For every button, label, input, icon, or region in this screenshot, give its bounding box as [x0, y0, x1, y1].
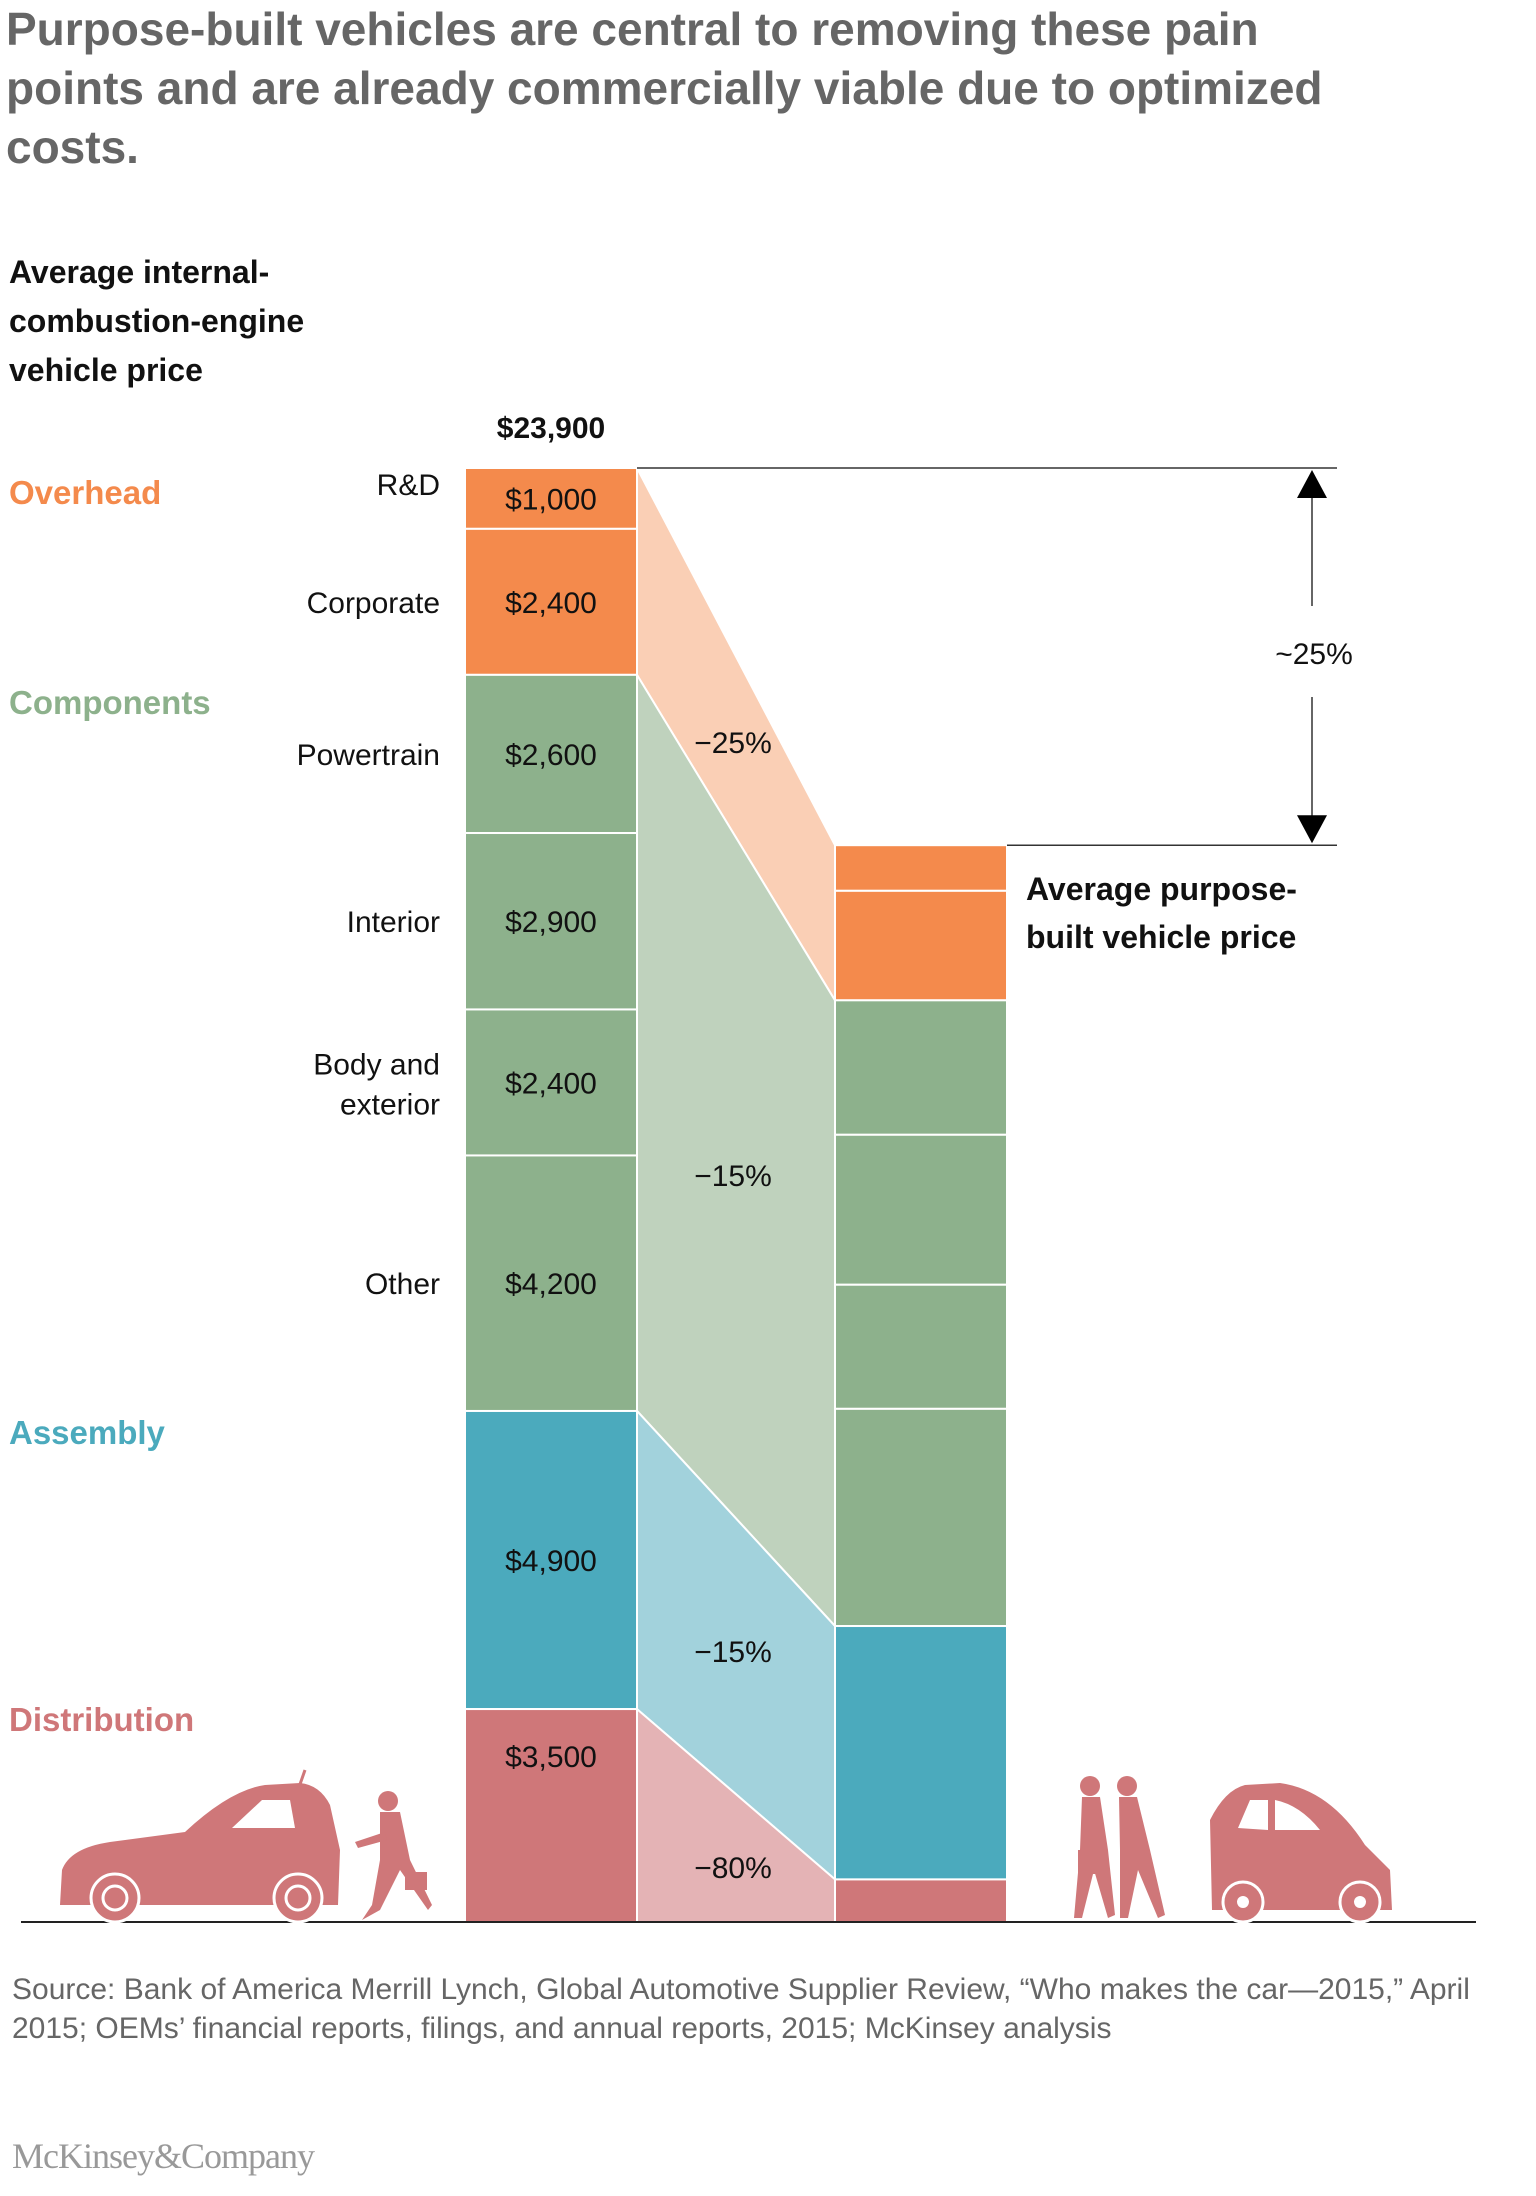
segment-name-label: Corporate	[307, 587, 440, 620]
mckinsey-logo: McKinsey&Company	[12, 2136, 315, 2176]
right-bar-title: Average purpose-built vehicle price	[1026, 871, 1297, 955]
category-components: Components	[9, 684, 211, 721]
left-bar-segment	[464, 832, 638, 1011]
arrow-down-icon	[1297, 815, 1327, 844]
left-total-label: $23,900	[497, 412, 605, 445]
small-purpose-built-car-icon	[1210, 1783, 1392, 1924]
segment-value-label: $2,400	[505, 1067, 597, 1100]
segment-name-label: Powertrain	[297, 739, 440, 772]
left-bar-segment	[464, 1708, 638, 1924]
segment-value-label: $3,500	[505, 1741, 597, 1774]
segment-name-label: Other	[365, 1268, 440, 1301]
walking-women-icon	[1074, 1776, 1165, 1918]
right-bar-segment	[834, 1878, 1008, 1923]
right-bar-segment	[834, 1283, 1008, 1410]
segment-value-label: $2,600	[505, 739, 597, 772]
arrow-up-icon	[1297, 470, 1327, 498]
right-bar-segment	[834, 1625, 1008, 1881]
segment-name-label: exterior	[340, 1088, 440, 1121]
left-bar-segment	[464, 1154, 638, 1412]
category-distribution: Distribution	[9, 1701, 195, 1738]
change-label: −15%	[694, 1636, 772, 1669]
right-bar-segment	[834, 1133, 1008, 1286]
right-bar-segment	[834, 999, 1008, 1136]
chart-title: Purpose-built vehicles are central to re…	[6, 3, 1323, 173]
left-bar-segment	[464, 1409, 638, 1711]
left-bar-segment	[464, 527, 638, 676]
right-bar-segment	[834, 889, 1008, 1002]
segment-name-label: Interior	[347, 906, 440, 939]
left-bar-title: Average internal-combustion-engine vehic…	[9, 254, 305, 388]
category-assembly: Assembly	[9, 1414, 165, 1451]
segment-name-label: R&D	[377, 469, 440, 502]
hatchback-car-icon	[60, 1769, 340, 1924]
total-change-label: ~25%	[1275, 638, 1353, 671]
right-bar-segment	[834, 844, 1008, 892]
left-bar-segment	[464, 673, 638, 835]
segment-value-label: $4,200	[505, 1268, 597, 1301]
segment-value-label: $2,400	[505, 587, 597, 620]
segment-name-label: Body and	[313, 1048, 440, 1081]
change-label: −80%	[694, 1852, 772, 1885]
category-overhead: Overhead	[9, 474, 162, 511]
segment-value-label: $1,000	[505, 483, 597, 516]
walking-woman-icon	[355, 1791, 432, 1920]
change-label: −15%	[694, 1160, 772, 1193]
segment-value-label: $2,900	[505, 906, 597, 939]
left-bar-segment	[464, 467, 638, 530]
change-label: −25%	[694, 727, 772, 760]
segment-value-label: $4,900	[505, 1545, 597, 1578]
source-note: Source: Bank of America Merrill Lynch, G…	[12, 1973, 1470, 2045]
right-bar-segment	[834, 1407, 1008, 1628]
